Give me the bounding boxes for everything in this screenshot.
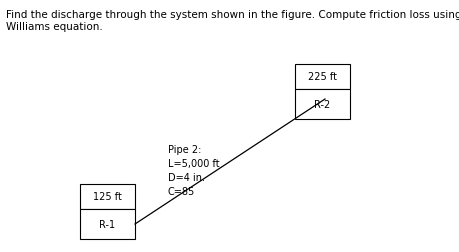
Text: R-1: R-1 xyxy=(99,219,115,229)
Text: Williams equation.: Williams equation. xyxy=(6,22,102,32)
Bar xyxy=(294,65,349,89)
Text: 225 ft: 225 ft xyxy=(308,72,336,82)
Text: Pipe 2:
L=5,000 ft
D=4 in.
C=85: Pipe 2: L=5,000 ft D=4 in. C=85 xyxy=(168,144,219,196)
Bar xyxy=(80,184,134,209)
Text: R-2: R-2 xyxy=(313,100,330,109)
Text: 125 ft: 125 ft xyxy=(93,192,122,202)
Bar xyxy=(294,89,349,119)
Text: Find the discharge through the system shown in the figure. Compute friction loss: Find the discharge through the system sh… xyxy=(6,10,459,20)
Bar xyxy=(80,209,134,239)
